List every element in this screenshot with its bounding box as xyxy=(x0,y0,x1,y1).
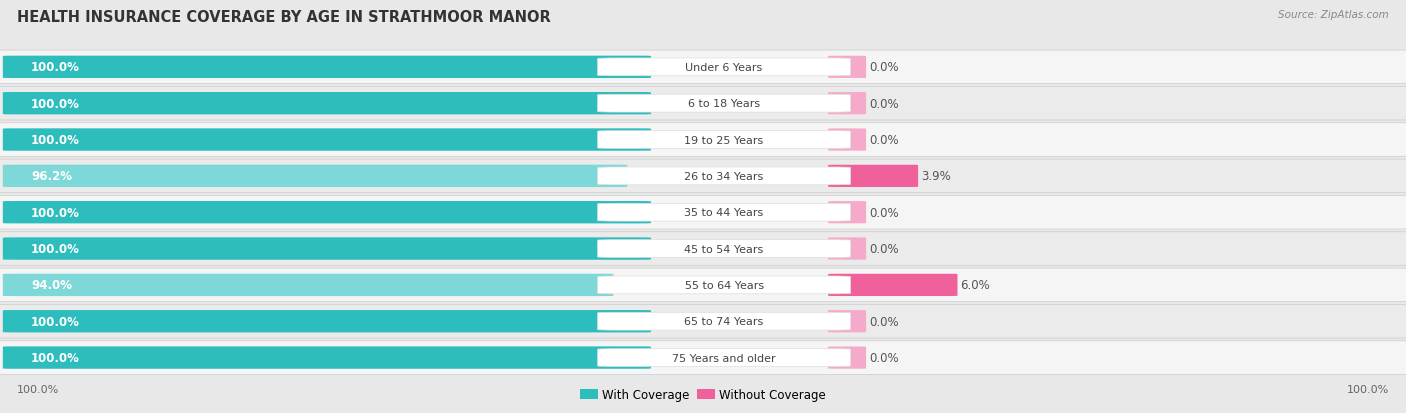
FancyBboxPatch shape xyxy=(0,87,1406,121)
FancyBboxPatch shape xyxy=(828,238,866,260)
Text: 96.2%: 96.2% xyxy=(31,170,72,183)
Text: 100.0%: 100.0% xyxy=(31,351,80,364)
Text: 100.0%: 100.0% xyxy=(1347,384,1389,394)
FancyBboxPatch shape xyxy=(828,274,957,296)
FancyBboxPatch shape xyxy=(0,305,1406,338)
Text: 94.0%: 94.0% xyxy=(31,279,72,292)
FancyBboxPatch shape xyxy=(3,93,651,115)
Text: 100.0%: 100.0% xyxy=(31,242,80,255)
Text: 0.0%: 0.0% xyxy=(869,134,898,147)
Text: 100.0%: 100.0% xyxy=(31,61,80,74)
Text: 0.0%: 0.0% xyxy=(869,315,898,328)
Text: 100.0%: 100.0% xyxy=(31,206,80,219)
Text: HEALTH INSURANCE COVERAGE BY AGE IN STRATHMOOR MANOR: HEALTH INSURANCE COVERAGE BY AGE IN STRA… xyxy=(17,10,551,25)
Text: 0.0%: 0.0% xyxy=(869,351,898,364)
FancyBboxPatch shape xyxy=(598,240,851,258)
Text: 0.0%: 0.0% xyxy=(869,242,898,255)
FancyBboxPatch shape xyxy=(0,160,1406,193)
Text: 26 to 34 Years: 26 to 34 Years xyxy=(685,171,763,181)
Text: 100.0%: 100.0% xyxy=(31,315,80,328)
FancyBboxPatch shape xyxy=(598,131,851,149)
Text: Under 6 Years: Under 6 Years xyxy=(686,63,762,73)
Text: 45 to 54 Years: 45 to 54 Years xyxy=(685,244,763,254)
Text: Source: ZipAtlas.com: Source: ZipAtlas.com xyxy=(1278,10,1389,20)
FancyBboxPatch shape xyxy=(828,347,866,369)
Text: 19 to 25 Years: 19 to 25 Years xyxy=(685,135,763,145)
FancyBboxPatch shape xyxy=(828,310,866,332)
FancyBboxPatch shape xyxy=(828,202,866,224)
Text: 0.0%: 0.0% xyxy=(869,61,898,74)
Legend: With Coverage, Without Coverage: With Coverage, Without Coverage xyxy=(575,383,831,406)
FancyBboxPatch shape xyxy=(3,129,651,151)
FancyBboxPatch shape xyxy=(3,274,613,297)
Text: 6.0%: 6.0% xyxy=(960,279,990,292)
FancyBboxPatch shape xyxy=(0,123,1406,157)
FancyBboxPatch shape xyxy=(598,313,851,330)
FancyBboxPatch shape xyxy=(3,202,651,224)
FancyBboxPatch shape xyxy=(3,165,627,188)
FancyBboxPatch shape xyxy=(828,57,866,79)
FancyBboxPatch shape xyxy=(0,232,1406,266)
FancyBboxPatch shape xyxy=(598,204,851,222)
FancyBboxPatch shape xyxy=(0,51,1406,84)
Text: 75 Years and older: 75 Years and older xyxy=(672,353,776,363)
Text: 35 to 44 Years: 35 to 44 Years xyxy=(685,208,763,218)
FancyBboxPatch shape xyxy=(0,341,1406,375)
Text: 55 to 64 Years: 55 to 64 Years xyxy=(685,280,763,290)
FancyBboxPatch shape xyxy=(3,57,651,79)
FancyBboxPatch shape xyxy=(598,168,851,185)
Text: 100.0%: 100.0% xyxy=(31,134,80,147)
Text: 100.0%: 100.0% xyxy=(17,384,59,394)
Text: 6 to 18 Years: 6 to 18 Years xyxy=(688,99,761,109)
Text: 0.0%: 0.0% xyxy=(869,97,898,110)
FancyBboxPatch shape xyxy=(3,238,651,260)
FancyBboxPatch shape xyxy=(598,59,851,76)
FancyBboxPatch shape xyxy=(828,93,866,115)
FancyBboxPatch shape xyxy=(3,347,651,369)
FancyBboxPatch shape xyxy=(598,95,851,113)
FancyBboxPatch shape xyxy=(828,165,918,188)
FancyBboxPatch shape xyxy=(598,349,851,367)
Text: 3.9%: 3.9% xyxy=(921,170,950,183)
FancyBboxPatch shape xyxy=(3,310,651,332)
Text: 0.0%: 0.0% xyxy=(869,206,898,219)
FancyBboxPatch shape xyxy=(0,268,1406,302)
Text: 65 to 74 Years: 65 to 74 Years xyxy=(685,316,763,326)
FancyBboxPatch shape xyxy=(828,129,866,151)
FancyBboxPatch shape xyxy=(598,276,851,294)
Text: 100.0%: 100.0% xyxy=(31,97,80,110)
FancyBboxPatch shape xyxy=(0,196,1406,230)
